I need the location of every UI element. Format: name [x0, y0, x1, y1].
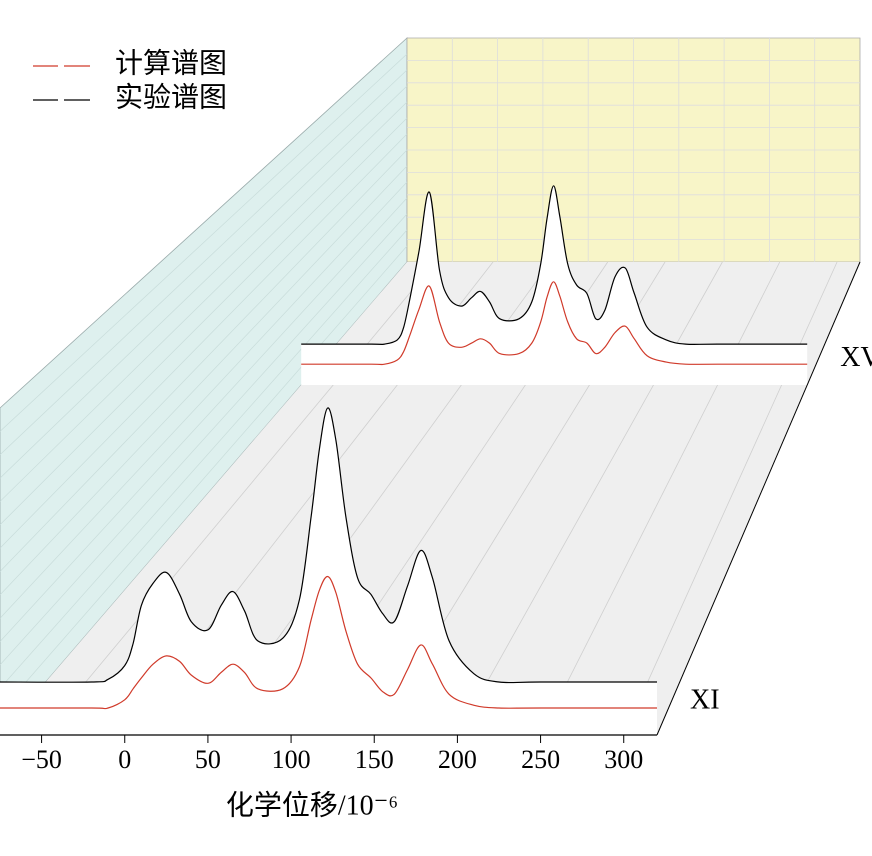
wall-hatch [0, 53, 408, 432]
spectrum-line [0, 575, 657, 710]
x-tick-label: 150 [355, 745, 394, 774]
grid-line [623, 261, 838, 736]
wall-hatch [0, 101, 408, 502]
x-tick-label: 300 [604, 745, 643, 774]
wall-hatch [0, 245, 408, 712]
spectrum-line [301, 185, 808, 346]
spectrum: XV [301, 185, 872, 385]
wall-hatch [0, 197, 408, 642]
ribbon [301, 185, 808, 385]
wall-hatch [0, 213, 408, 666]
wall-hatch [0, 229, 408, 689]
x-tick-label: 250 [521, 745, 560, 774]
grid-line [540, 261, 781, 736]
x-tick-label: 200 [438, 745, 477, 774]
ribbon [0, 407, 657, 735]
spectrum-label: XV [840, 342, 872, 373]
wall-hatch [0, 165, 408, 596]
x-tick-label: 0 [118, 745, 131, 774]
wall-hatch [0, 181, 408, 619]
spectrum-line [301, 281, 808, 366]
x-tick-label: 100 [272, 745, 311, 774]
wall-hatch [0, 117, 408, 526]
wall-hatch [0, 149, 408, 572]
grid-line [457, 261, 723, 736]
wall-hatch [0, 85, 408, 479]
x-tick-label: 50 [195, 745, 221, 774]
spectrum-label: XI [690, 684, 720, 715]
grid-line [41, 261, 436, 736]
floor-edge [656, 261, 861, 736]
spectrum-line [0, 407, 657, 684]
x-axis-label: 化学位移/10⁻⁶ [226, 789, 398, 821]
legend-label: 计算谱图 [115, 47, 227, 79]
wall-hatch [0, 69, 408, 455]
x-tick-label: −50 [21, 745, 62, 774]
legend-label: 实验谱图 [115, 81, 227, 113]
wall-hatch [0, 133, 408, 549]
spectrum: XI [0, 407, 720, 735]
